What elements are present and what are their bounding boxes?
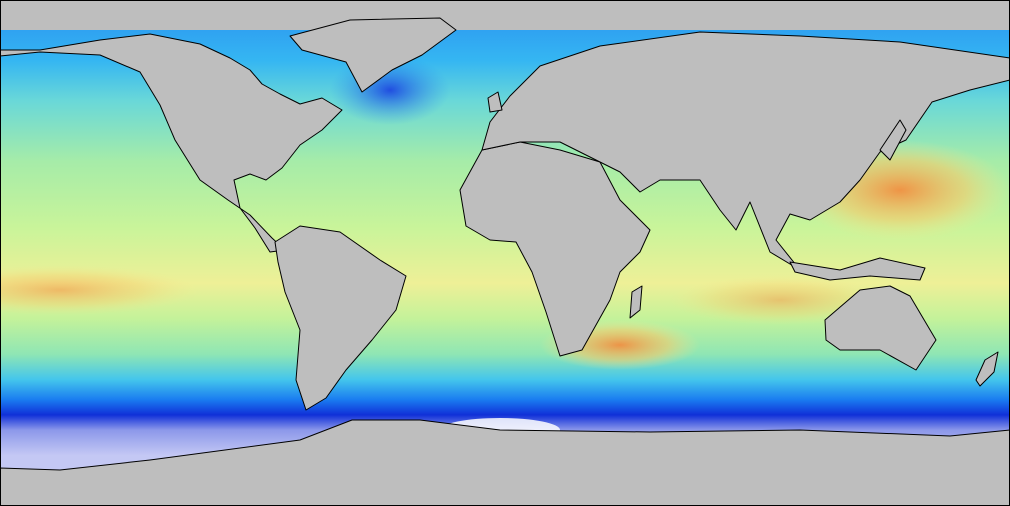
eurasia: [481, 31, 1010, 271]
australia: [824, 285, 937, 371]
madagascar: [629, 285, 643, 319]
continents: [0, 17, 1010, 506]
greenland: [289, 17, 457, 93]
antarctica: [0, 419, 1010, 506]
indonesia: [789, 257, 926, 281]
africa: [459, 141, 651, 357]
warm-patch: [0, 265, 200, 315]
britain: [487, 91, 503, 113]
arctic-ice: [0, 0, 1010, 30]
japan: [879, 119, 907, 161]
new-zealand: [975, 351, 999, 387]
north-america: [0, 33, 343, 253]
south-america: [274, 225, 407, 411]
